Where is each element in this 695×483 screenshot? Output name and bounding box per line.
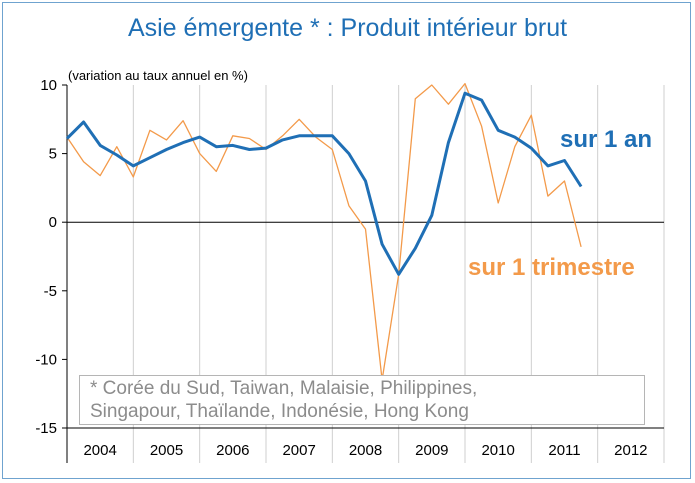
series-line-annual: [65, 91, 583, 276]
x-year-label-2008: 2008: [349, 442, 382, 459]
x-year-label-2010: 2010: [481, 442, 514, 459]
series-label-quarterly: sur 1 trimestre: [468, 254, 635, 281]
y-tick-label-0: 0: [49, 214, 57, 231]
axes: [66, 85, 664, 463]
y-tick-label--15: -15: [35, 420, 57, 437]
x-year-label-2006: 2006: [216, 442, 249, 459]
x-year-label-2005: 2005: [150, 442, 183, 459]
x-year-label-2009: 2009: [415, 442, 448, 459]
x-year-label-2012: 2012: [614, 442, 647, 459]
series-labels: sur 1 an sur 1 trimestre: [468, 126, 652, 281]
footnote-box: * Corée du Sud, Taiwan, Malaisie, Philip…: [79, 375, 645, 425]
y-tick-label-10: 10: [40, 77, 57, 94]
footnote-line-1: * Corée du Sud, Taiwan, Malaisie, Philip…: [90, 378, 478, 399]
x-year-label-2004: 2004: [83, 442, 116, 459]
series-lines: [65, 82, 583, 381]
unit-label: (variation au taux annuel en %): [68, 68, 248, 83]
chart-title: Asie émergente * : Produit intérieur bru…: [127, 14, 568, 42]
x-year-label-2007: 2007: [282, 442, 315, 459]
y-tick-label-5: 5: [49, 146, 57, 163]
x-year-label-2011: 2011: [548, 442, 580, 459]
y-axis-ticks: -15 -10 -5 0 5 10: [35, 77, 67, 437]
series-line-quarterly: [66, 82, 582, 381]
series-label-annual: sur 1 an: [560, 126, 652, 153]
y-tick-label--5: -5: [44, 283, 57, 300]
footnote-line-2: Singapour, Thaïlande, Indonésie, Hong Ko…: [90, 401, 469, 422]
y-tick-label--10: -10: [35, 351, 57, 368]
x-axis-year-labels: 2004 2005 2006 2007 2008 2009 2010 2011 2012: [83, 442, 647, 459]
